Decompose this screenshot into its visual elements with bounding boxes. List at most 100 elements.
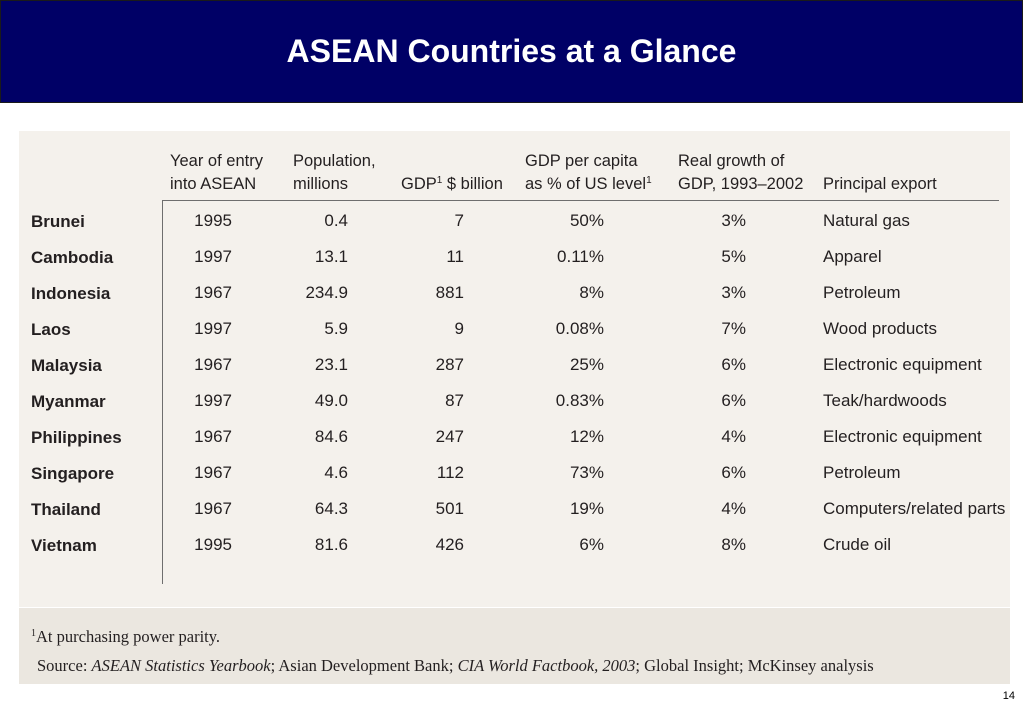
gdp-cell: 7: [454, 211, 464, 230]
export-cell: Apparel: [823, 247, 882, 266]
export-cell: Natural gas: [823, 211, 910, 230]
source-line: Source: ASEAN Statistics Yearbook; Asian…: [37, 656, 874, 676]
population-cell: 64.3: [314, 499, 348, 518]
gdp-cell: 112: [436, 463, 464, 482]
header-gdppc-label: as % of US level: [525, 175, 647, 193]
population-cell: 81.6: [314, 535, 348, 554]
gdp-cell: 287: [435, 355, 464, 374]
source-adb: ; Asian Development Bank;: [270, 656, 458, 675]
growth-cell: 3%: [721, 283, 746, 302]
export-cell: Petroleum: [823, 283, 901, 302]
population-cell: 13.1: [314, 247, 348, 266]
slide-title: ASEAN Countries at a Glance: [286, 33, 737, 69]
country-name: Vietnam: [31, 536, 97, 555]
footnote-marker: 1: [31, 628, 36, 639]
growth-cell: 6%: [721, 391, 746, 410]
source-others: ; Global Insight; McKinsey analysis: [635, 656, 874, 675]
header-gdp-footnote-marker: 1: [436, 175, 443, 186]
year-cell: 1997: [194, 319, 232, 338]
gdp-per-capita-cell: 25%: [569, 355, 604, 374]
header-gdp: GDP1 $ billion: [401, 173, 503, 195]
header-pop-line2: millions: [293, 175, 349, 193]
table-panel: [19, 131, 1010, 607]
gdp-cell: 11: [446, 247, 464, 266]
header-gdp-unit: $ billion: [442, 175, 503, 193]
growth-cell: 4%: [721, 499, 746, 518]
header-year-line1: Year of entry: [170, 152, 263, 170]
country-name: Cambodia: [31, 248, 114, 267]
header-year-line2: into ASEAN: [170, 175, 257, 193]
gdp-cell: 501: [435, 499, 464, 518]
year-cell: 1967: [194, 463, 232, 482]
population-cell: 84.6: [314, 427, 348, 446]
year-cell: 1967: [194, 427, 232, 446]
growth-cell: 8%: [721, 535, 746, 554]
gdp-per-capita-cell: 6%: [579, 535, 604, 554]
footnote-panel: [19, 607, 1010, 684]
growth-cell: 3%: [721, 211, 746, 230]
header-gdppc-footnote-marker: 1: [646, 175, 652, 186]
gdp-cell: 247: [435, 427, 464, 446]
header-gdppc-line2: as % of US level1: [525, 173, 652, 195]
country-name: Myanmar: [31, 392, 106, 411]
year-cell: 1967: [194, 499, 232, 518]
export-cell: Computers/related parts: [823, 499, 1006, 518]
header-export: Principal export: [823, 175, 937, 193]
country-name: Malaysia: [31, 356, 102, 375]
source-cia-factbook: CIA World Factbook, 2003: [457, 656, 636, 675]
country-name: Laos: [31, 320, 71, 339]
country-name: Singapore: [31, 464, 115, 483]
header-gdppc-line1: GDP per capita: [525, 152, 638, 170]
gdp-per-capita-cell: 12%: [569, 427, 604, 446]
country-name: Philippines: [31, 428, 122, 447]
growth-cell: 6%: [721, 355, 746, 374]
population-cell: 23.1: [314, 355, 348, 374]
population-cell: 5.9: [324, 319, 348, 338]
growth-cell: 4%: [721, 427, 746, 446]
year-cell: 1995: [194, 211, 232, 230]
year-cell: 1997: [194, 391, 232, 410]
footnote-text: At purchasing power parity.: [36, 627, 221, 646]
source-asean-yearbook: ASEAN Statistics Yearbook: [91, 656, 271, 675]
gdp-cell: 87: [445, 391, 464, 410]
header-growth-line1: Real growth of: [678, 152, 785, 170]
page-number: 14: [1002, 690, 1015, 702]
export-cell: Teak/hardwoods: [823, 391, 947, 410]
stub-rule: [162, 201, 163, 584]
gdp-per-capita-cell: 19%: [569, 499, 604, 518]
population-cell: 0.4: [324, 211, 348, 230]
header-growth-line2: GDP, 1993–2002: [678, 175, 804, 193]
growth-cell: 7%: [721, 319, 746, 338]
header-rule: [162, 200, 999, 201]
gdp-cell: 9: [454, 319, 464, 338]
growth-cell: 5%: [721, 247, 746, 266]
country-name: Indonesia: [31, 284, 111, 303]
gdp-per-capita-cell: 0.11%: [557, 247, 604, 266]
panel-separator: [19, 607, 1010, 608]
header-pop-line1: Population,: [293, 152, 376, 170]
population-cell: 234.9: [305, 283, 348, 302]
header-gdp-label: GDP: [401, 175, 437, 193]
title-bar: ASEAN Countries at a Glance: [0, 0, 1023, 103]
export-cell: Electronic equipment: [823, 427, 982, 446]
source-label: Source:: [37, 656, 92, 675]
export-cell: Petroleum: [823, 463, 901, 482]
gdp-per-capita-cell: 0.83%: [555, 391, 604, 410]
year-cell: 1967: [194, 355, 232, 374]
growth-cell: 6%: [721, 463, 746, 482]
population-cell: 4.6: [324, 463, 348, 482]
export-cell: Crude oil: [823, 535, 892, 554]
export-cell: Wood products: [823, 319, 938, 338]
footnote: 1At purchasing power parity.: [31, 627, 220, 647]
country-name: Thailand: [31, 500, 101, 519]
year-cell: 1997: [194, 247, 232, 266]
gdp-per-capita-cell: 0.08%: [555, 319, 604, 338]
gdp-per-capita-cell: 50%: [569, 211, 604, 230]
year-cell: 1995: [194, 535, 232, 554]
gdp-cell: 881: [435, 283, 464, 302]
gdp-cell: 426: [435, 535, 464, 554]
gdp-per-capita-cell: 8%: [579, 283, 604, 302]
year-cell: 1967: [194, 283, 232, 302]
gdp-per-capita-cell: 73%: [569, 463, 604, 482]
